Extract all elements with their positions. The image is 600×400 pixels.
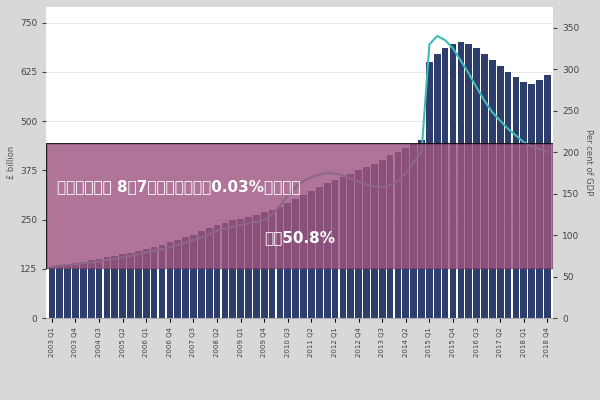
Text: 价率50.8%: 价率50.8% — [264, 230, 335, 245]
Bar — [340, 177, 346, 318]
Bar — [269, 210, 275, 318]
Bar — [158, 245, 166, 318]
Bar — [112, 256, 118, 318]
Bar — [221, 223, 228, 318]
Bar — [238, 219, 244, 318]
Bar — [442, 48, 448, 318]
Bar — [363, 167, 370, 318]
Bar — [497, 66, 503, 318]
Bar — [387, 155, 394, 318]
Bar — [175, 240, 181, 318]
Bar — [355, 170, 362, 318]
Text: 看股票的平台 8月7日维格转债下跌0.03%，转股溢: 看股票的平台 8月7日维格转债下跌0.03%，转股溢 — [56, 180, 300, 194]
Bar — [434, 54, 440, 318]
Bar — [72, 263, 79, 318]
Bar — [64, 264, 71, 318]
FancyBboxPatch shape — [46, 143, 553, 269]
Bar — [529, 84, 535, 318]
Bar — [182, 237, 189, 318]
Y-axis label: Per cent of GDP: Per cent of GDP — [584, 129, 593, 196]
Bar — [512, 77, 519, 318]
Bar — [277, 206, 283, 318]
Bar — [505, 72, 511, 318]
Bar — [410, 144, 417, 318]
Bar — [536, 80, 543, 318]
Bar — [544, 75, 551, 318]
Bar — [316, 187, 323, 318]
Bar — [473, 48, 480, 318]
Bar — [347, 174, 354, 318]
Bar — [371, 164, 377, 318]
Bar — [426, 62, 433, 318]
Bar — [300, 195, 307, 318]
Bar — [379, 160, 386, 318]
Bar — [214, 225, 220, 318]
Bar — [261, 212, 268, 318]
Y-axis label: £ billion: £ billion — [7, 146, 16, 179]
Bar — [229, 220, 236, 318]
Bar — [395, 152, 401, 318]
Bar — [449, 44, 457, 318]
Bar — [466, 44, 472, 318]
Bar — [308, 191, 315, 318]
Bar — [332, 180, 338, 318]
Bar — [324, 183, 331, 318]
Bar — [253, 215, 260, 318]
Bar — [403, 148, 409, 318]
Bar — [284, 203, 291, 318]
Bar — [96, 258, 103, 318]
Bar — [88, 260, 95, 318]
Bar — [190, 234, 197, 318]
Bar — [206, 228, 212, 318]
Bar — [151, 247, 157, 318]
Bar — [56, 266, 63, 318]
Bar — [167, 242, 173, 318]
Bar — [49, 267, 55, 318]
Bar — [418, 140, 425, 318]
Bar — [489, 60, 496, 318]
Bar — [481, 54, 488, 318]
Bar — [104, 257, 110, 318]
Bar — [458, 42, 464, 318]
Bar — [80, 262, 86, 318]
Bar — [520, 82, 527, 318]
Bar — [245, 217, 252, 318]
Bar — [127, 253, 134, 318]
Bar — [198, 231, 205, 318]
Bar — [292, 199, 299, 318]
Bar — [143, 249, 149, 318]
Bar — [119, 254, 126, 318]
Bar — [135, 251, 142, 318]
